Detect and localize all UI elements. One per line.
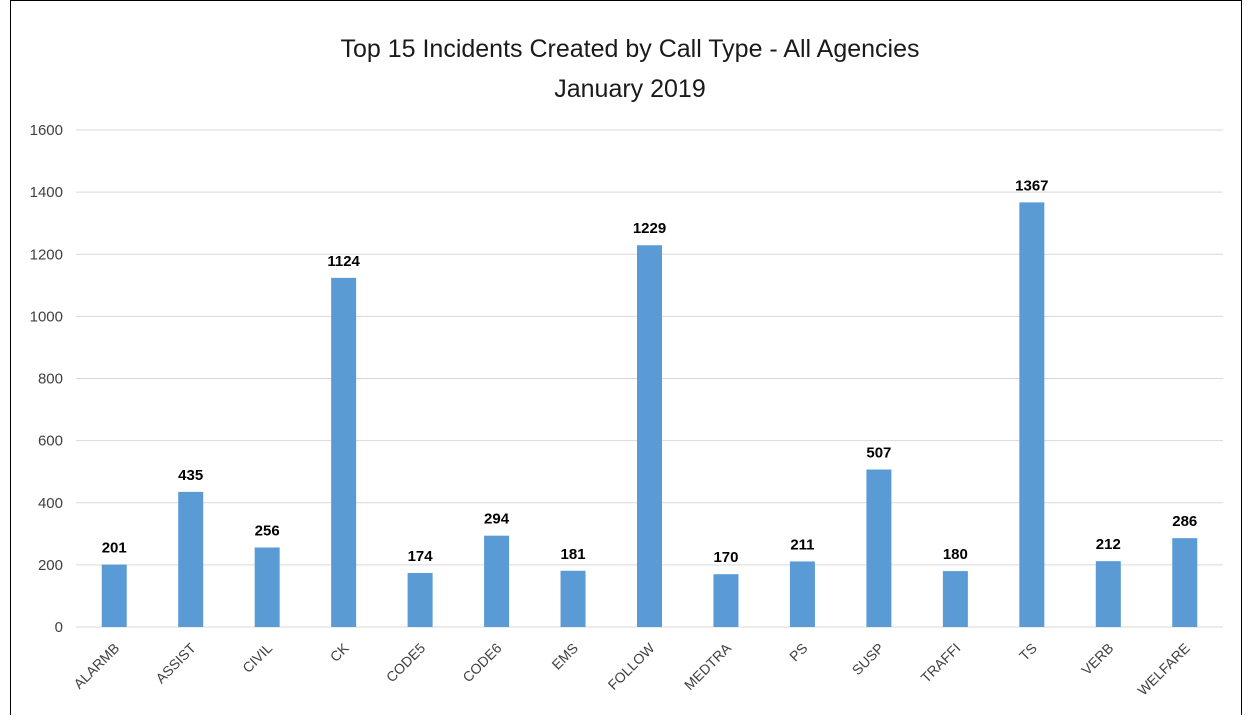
x-category-label: MEDTRA [681, 639, 735, 693]
x-category-label: SUSP [849, 640, 887, 678]
bar-susp [866, 469, 892, 627]
y-tick-label: 0 [55, 619, 63, 636]
bar-ems [560, 570, 586, 627]
data-label: 1124 [327, 253, 360, 270]
x-category-label: PS [786, 640, 811, 665]
bar-ps [789, 561, 815, 627]
y-tick-label: 800 [38, 371, 63, 388]
y-tick-label: 1000 [30, 308, 63, 325]
y-tick-label: 600 [38, 433, 63, 450]
chart-subtitle: January 2019 [554, 75, 706, 103]
x-category-label: TS [1016, 640, 1040, 664]
data-label: 1229 [633, 220, 666, 237]
y-tick-label: 1400 [30, 184, 63, 201]
x-category-label: CIVIL [239, 640, 275, 676]
x-category-label: VERB [1078, 640, 1116, 678]
bar-follow [637, 245, 662, 627]
bar-welfare [1172, 538, 1198, 627]
x-category-label: ASSIST [152, 639, 199, 686]
x-category-label: ALARMB [70, 640, 122, 692]
bar-chart: Top 15 Incidents Created by Call Type - … [30, 35, 1223, 698]
chart-frame: Top 15 Incidents Created by Call Type - … [10, 0, 1242, 715]
x-category-label: EMS [548, 640, 581, 673]
bar-code5 [407, 572, 433, 627]
data-label: 211 [790, 536, 814, 553]
data-label: 181 [561, 546, 586, 563]
x-category-label: CK [327, 639, 353, 665]
x-category-label: WELFARE [1134, 640, 1193, 699]
data-labels: 201 435 256 1124 174 294 181 1229 170 211 507 180 13… [102, 177, 1198, 566]
data-label: 174 [408, 548, 434, 565]
chart-title: Top 15 Incidents Created by Call Type - … [340, 35, 919, 63]
bar-verb [1095, 561, 1121, 627]
y-tick-label: 200 [38, 557, 63, 574]
bars [101, 202, 1198, 628]
data-label: 286 [1172, 513, 1197, 530]
data-label: 1367 [1015, 177, 1048, 194]
bar-civil [254, 547, 280, 627]
x-axis-categories: ALARMB ASSIST CIVIL CK CODE5 CODE6 EMS FOLLOW ME… [70, 639, 1193, 698]
bar-code6 [484, 535, 510, 627]
data-label: 507 [866, 445, 891, 462]
x-category-label: CODE6 [459, 640, 505, 686]
y-axis-ticks: 0 200 400 600 800 1000 1200 1400 1600 [30, 122, 63, 636]
x-category-label: CODE5 [383, 640, 429, 686]
y-tick-label: 400 [38, 495, 63, 512]
data-label: 294 [484, 511, 510, 528]
data-label: 435 [178, 467, 203, 484]
y-tick-label: 1600 [30, 122, 63, 139]
bar-traffi [942, 571, 968, 627]
data-label: 256 [255, 522, 280, 539]
x-category-label: FOLLOW [604, 639, 658, 693]
bar-ts [1019, 202, 1045, 628]
data-label: 201 [102, 540, 127, 557]
data-label: 212 [1096, 536, 1121, 553]
bar-medtra [713, 574, 739, 627]
y-tick-label: 1200 [30, 246, 63, 263]
data-label: 180 [943, 546, 968, 563]
bar-ck [331, 277, 357, 627]
bar-assist [178, 491, 204, 627]
bar-alarmb [101, 564, 127, 627]
x-category-label: TRAFFI [918, 640, 964, 686]
data-label: 170 [713, 549, 738, 566]
